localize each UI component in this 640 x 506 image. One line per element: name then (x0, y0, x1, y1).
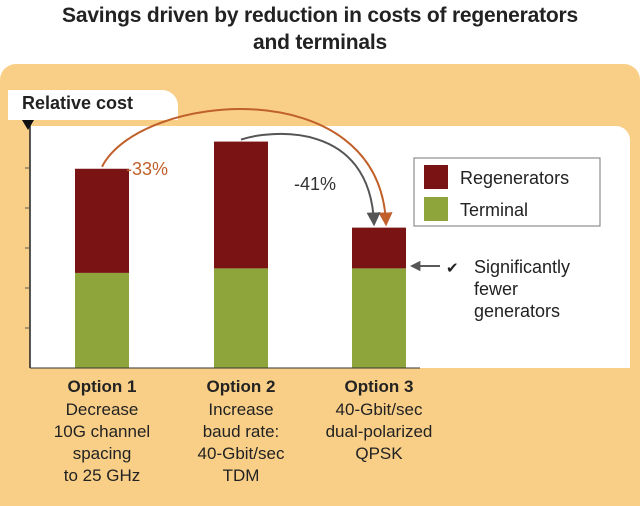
y-axis-arrow-icon (22, 120, 34, 130)
bar-terminal-1 (75, 272, 129, 368)
bar-terminal-3 (352, 268, 406, 368)
category-desc-line: Decrease (66, 400, 139, 419)
category-desc-line: baud rate: (203, 422, 280, 441)
bar-terminal-2 (214, 268, 268, 368)
category-label-option-1: Option 1 (68, 377, 137, 396)
y-axis-label-tab (8, 90, 178, 120)
arrow-minus-41 (240, 132, 381, 227)
category-desc-line: Increase (208, 400, 273, 419)
annotation-minus-33: -33% (126, 159, 168, 179)
category-label-option-3: Option 3 (345, 377, 414, 396)
bar-regenerators-1 (75, 168, 129, 273)
category-desc-line: TDM (223, 466, 260, 485)
category-desc-line: QPSK (355, 444, 403, 463)
y-axis-label: Relative cost (22, 93, 134, 113)
chart-title-line-1: Savings driven by reduction in costs of … (62, 4, 578, 27)
category-desc-line: dual-polarized (326, 422, 433, 441)
bar-regenerators-2 (214, 141, 268, 269)
legend-swatch-regenerators (424, 165, 448, 189)
legend-swatch-terminal (424, 197, 448, 221)
note-line: Significantly (474, 257, 570, 277)
category-desc-line: 40-Gbit/sec (336, 400, 423, 419)
category-desc-line: 40-Gbit/sec (198, 444, 285, 463)
legend-label-terminal: Terminal (460, 200, 528, 220)
annotation-minus-41: -41% (294, 174, 336, 194)
bar-regenerators-3 (352, 227, 406, 269)
category-label-option-2: Option 2 (207, 377, 276, 396)
arrow-minus-33 (101, 108, 393, 227)
note-line: fewer (474, 279, 518, 299)
category-desc-line: spacing (73, 444, 132, 463)
category-desc-line: to 25 GHz (64, 466, 141, 485)
checkmark-icon: ✔ (446, 259, 459, 277)
note-line: generators (474, 301, 560, 321)
category-desc-line: 10G channel (54, 422, 150, 441)
chart-title-line-2: and terminals (253, 31, 387, 54)
legend-label-regenerators: Regenerators (460, 168, 569, 188)
